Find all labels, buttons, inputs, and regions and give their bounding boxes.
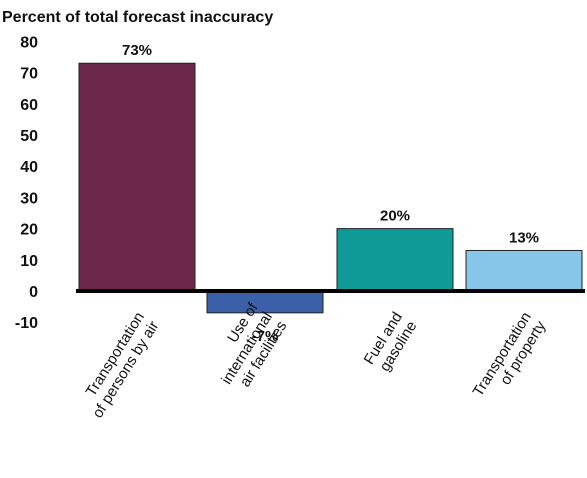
- y-tick-label: 60: [20, 97, 38, 114]
- y-tick-label: 10: [20, 253, 38, 270]
- category-label-text: Transportationof persons by air: [75, 309, 163, 421]
- category-label-text: Transportationof property: [470, 309, 550, 409]
- y-tick-label: 80: [20, 34, 38, 51]
- y-tick-label: -10: [15, 315, 38, 332]
- category-label-transportation-of-property: Transportationof property: [470, 309, 550, 409]
- data-label: 20%: [380, 208, 410, 225]
- bar-transportation-of-property: [465, 249, 583, 292]
- chart-title: Percent of total forecast inaccuracy: [2, 9, 273, 26]
- category-label-text: Fuel andgasoline: [361, 309, 421, 377]
- bars: [78, 62, 583, 314]
- bar-transportation-of-persons-by-air: [78, 62, 196, 292]
- y-tick-label: 70: [20, 66, 38, 83]
- category-label-text: Use ofinternationalair facilities: [204, 299, 291, 396]
- y-tick-label: 50: [20, 128, 38, 145]
- y-axis: 80 70 60 50 40 30 20 10 0 -10: [15, 34, 38, 332]
- bar-fuel-and-gasoline: [336, 228, 454, 292]
- y-tick-label: 40: [20, 159, 38, 176]
- category-label-use-of-international-air-facilities: Use ofinternationalair facilities: [204, 299, 291, 396]
- bar-use-of-international-air-facilities: [206, 290, 324, 314]
- y-tick-label: 0: [29, 284, 38, 301]
- data-label: 73%: [122, 42, 152, 59]
- data-label: -7%: [252, 328, 279, 345]
- data-label: 13%: [509, 229, 539, 246]
- category-label-fuel-and-gasoline: Fuel andgasoline: [361, 309, 421, 377]
- x-axis-categories: Transportationof persons by air Use ofint…: [75, 299, 550, 421]
- y-tick-label: 30: [20, 190, 38, 207]
- category-label-transportation-of-persons-by-air: Transportationof persons by air: [75, 309, 163, 421]
- data-labels: 73% -7% 20% 13%: [122, 42, 539, 345]
- y-tick-label: 20: [20, 222, 38, 239]
